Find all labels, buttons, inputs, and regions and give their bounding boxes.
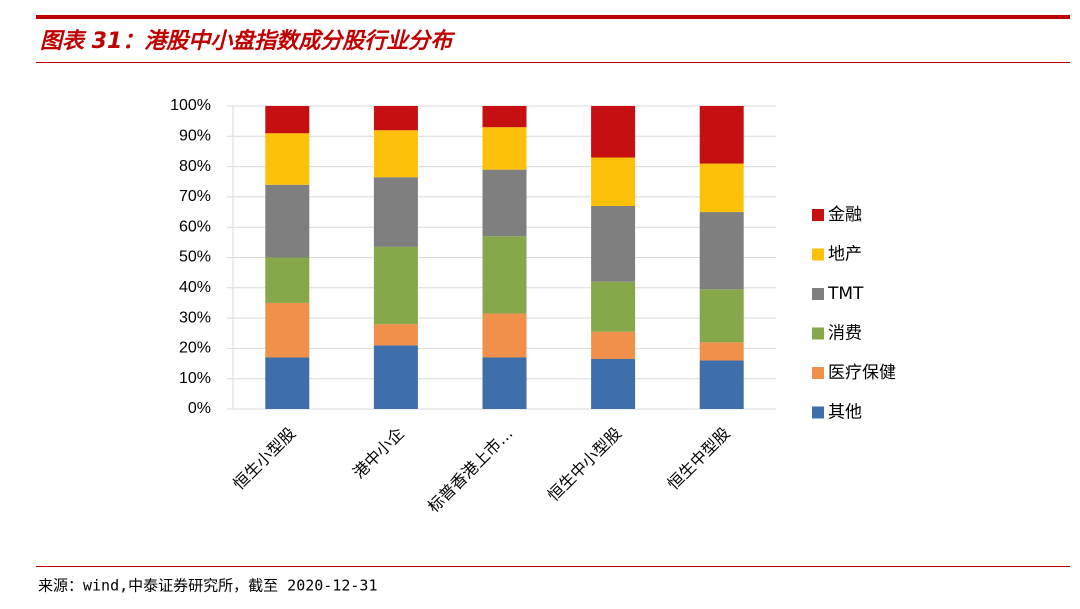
bar-segment bbox=[373, 246, 418, 325]
y-tick-label: 10% bbox=[179, 370, 211, 387]
bar-segment bbox=[373, 106, 418, 131]
x-tick-label: 恒生中型股 bbox=[664, 424, 734, 494]
legend-swatch bbox=[812, 327, 824, 340]
x-tick-label: 港中小企 bbox=[349, 424, 408, 483]
bar-segment bbox=[482, 236, 527, 314]
legend-swatch bbox=[812, 209, 824, 221]
x-tick-label: 恒生小型股 bbox=[229, 424, 299, 494]
legend-label: 医疗保健 bbox=[828, 363, 896, 383]
legend-swatch bbox=[812, 367, 824, 379]
bar-segment bbox=[482, 169, 527, 237]
y-tick-label: 30% bbox=[179, 309, 211, 326]
bar-segment bbox=[699, 106, 744, 164]
bar-segment bbox=[591, 205, 636, 282]
legend-swatch bbox=[812, 288, 824, 300]
bar-segment bbox=[265, 184, 310, 258]
bar-segment bbox=[591, 157, 636, 206]
y-tick-label: 100% bbox=[170, 97, 211, 114]
bar-segment bbox=[482, 127, 527, 170]
bar-segment bbox=[591, 106, 636, 158]
y-tick-label: 0% bbox=[188, 400, 211, 417]
bar-segment bbox=[265, 106, 310, 134]
bar-segment bbox=[482, 106, 527, 128]
legend-swatch bbox=[812, 406, 824, 419]
footer-rule bbox=[36, 566, 1070, 567]
bar-segment bbox=[482, 357, 527, 409]
bar-segment bbox=[482, 313, 527, 358]
legend-label: 地产 bbox=[828, 245, 862, 265]
bar-segment bbox=[373, 130, 418, 178]
bar-segment bbox=[699, 212, 744, 290]
y-tick-label: 90% bbox=[179, 128, 211, 145]
bar-segment bbox=[265, 357, 310, 409]
chart-title: 图表 31：港股中小盘指数成分股行业分布 bbox=[40, 28, 455, 54]
legend-label: TMT bbox=[827, 284, 864, 304]
source-note: 来源：wind,中泰证券研究所，截至 2020-12-31 bbox=[38, 577, 378, 595]
x-tick-label: 标普香港上市… bbox=[424, 424, 517, 517]
bar-segment bbox=[373, 177, 418, 247]
bar-segment bbox=[373, 324, 418, 346]
y-tick-label: 50% bbox=[179, 249, 211, 266]
y-tick-label: 40% bbox=[179, 279, 211, 296]
legend-label: 其他 bbox=[828, 403, 862, 423]
x-tick-label: 恒生中小型股 bbox=[544, 424, 625, 505]
bar-segment bbox=[373, 345, 418, 409]
bar-segment bbox=[699, 289, 744, 343]
y-tick-label: 80% bbox=[179, 158, 211, 175]
y-tick-label: 20% bbox=[179, 340, 211, 357]
bar-segment bbox=[265, 133, 310, 185]
bar-segment bbox=[699, 342, 744, 361]
bar-segment bbox=[265, 257, 310, 303]
legend-swatch bbox=[812, 248, 824, 261]
y-tick-label: 60% bbox=[179, 218, 211, 235]
bar-segment bbox=[591, 331, 636, 360]
bar-segment bbox=[591, 359, 636, 409]
bar-segment bbox=[699, 360, 744, 409]
title-rule bbox=[36, 62, 1070, 63]
legend-label: 消费 bbox=[828, 324, 862, 344]
y-tick-label: 70% bbox=[179, 188, 211, 205]
bar-segment bbox=[265, 302, 310, 358]
legend-label: 金融 bbox=[828, 205, 862, 225]
bar-segment bbox=[591, 281, 636, 332]
bar-segment bbox=[699, 163, 744, 213]
header-rule bbox=[36, 15, 1070, 19]
